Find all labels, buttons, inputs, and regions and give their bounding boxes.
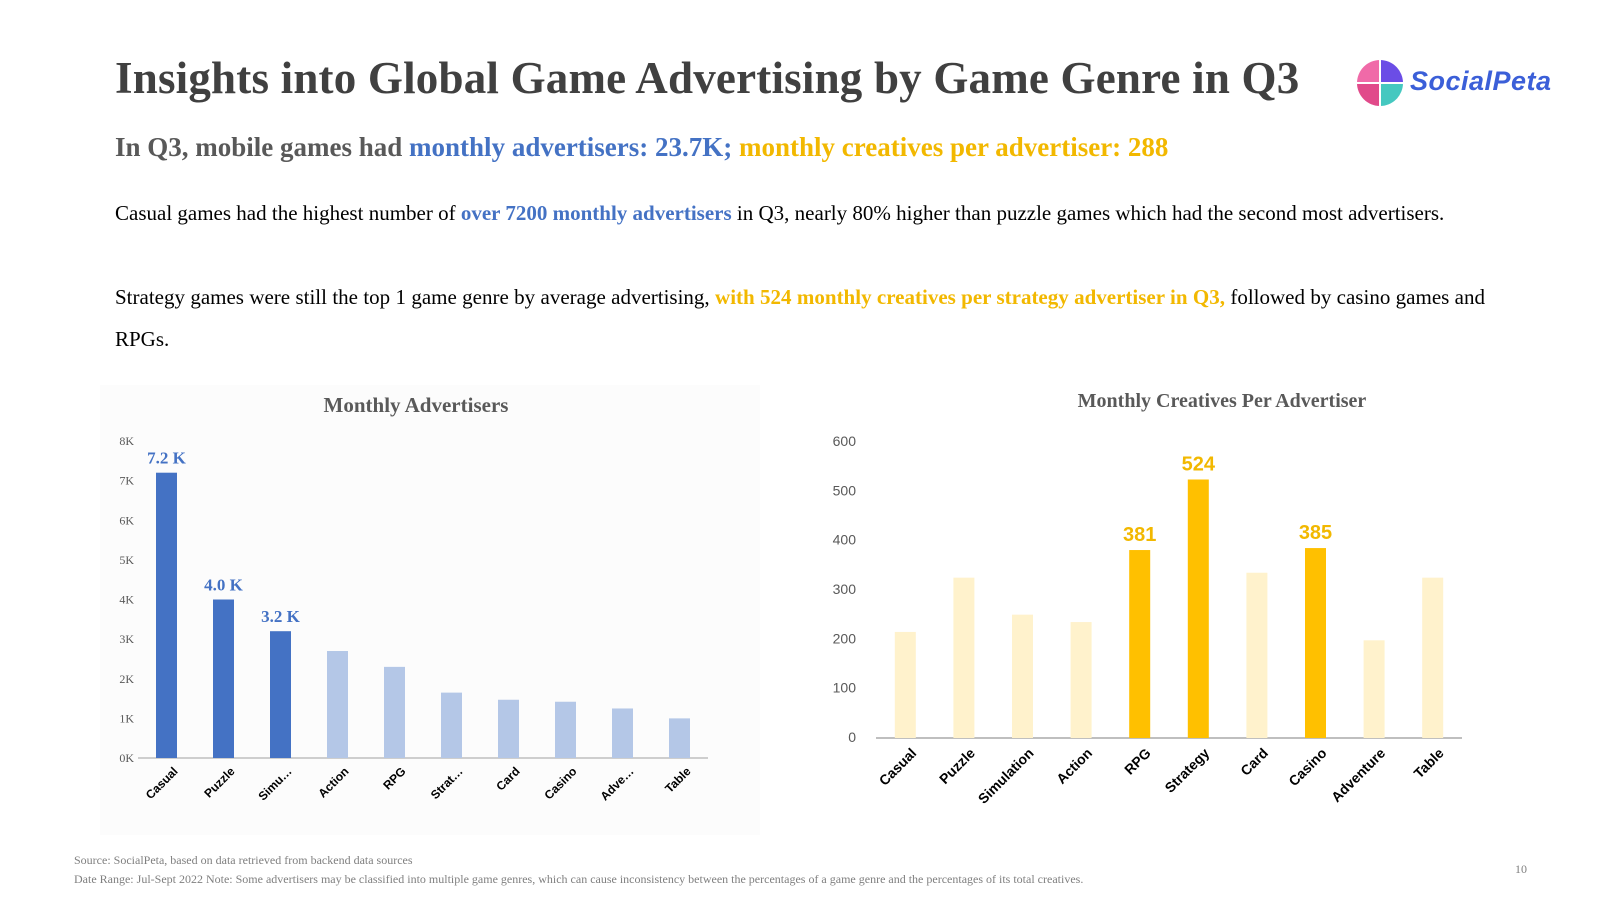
page-number: 10 — [1515, 862, 1527, 876]
x-tick-label: Adve… — [597, 764, 636, 803]
bar-simulation — [1012, 614, 1033, 738]
x-tick-label: Puzzle — [201, 764, 238, 801]
socialpeta-logo: SocialPeta — [1355, 58, 1551, 116]
x-tick-label: RPG — [1121, 745, 1154, 778]
bar-casino — [555, 701, 576, 758]
data-label: 385 — [1299, 522, 1332, 544]
footer-note: Date Range: Jul-Sept 2022 Note: Some adv… — [74, 872, 1084, 886]
bar-puzzle — [953, 577, 975, 738]
chart-title: Monthly Creatives Per Advertiser — [1078, 390, 1367, 412]
y-tick-label: 600 — [833, 433, 857, 449]
x-tick-label: Table — [1410, 745, 1447, 782]
y-tick-label: 200 — [833, 630, 857, 646]
bar-adve — [612, 708, 633, 758]
x-tick-label: Puzzle — [936, 745, 978, 787]
bar-casual — [156, 472, 177, 758]
page-title: Insights into Global Game Advertising by… — [115, 53, 1300, 103]
y-tick-label: 7K — [119, 474, 134, 488]
data-label: 3.2 K — [261, 607, 301, 626]
x-tick-label: Card — [1237, 745, 1271, 779]
data-label: 4.0 K — [204, 576, 244, 595]
data-label: 7.2 K — [147, 449, 187, 468]
y-tick-label: 8K — [119, 434, 134, 448]
x-tick-label: Action — [1053, 745, 1095, 787]
p2-highlight: with 524 monthly creatives per strategy … — [715, 285, 1225, 309]
bar-table — [1422, 577, 1444, 738]
x-tick-label: Strat… — [428, 764, 466, 802]
x-tick-label: RPG — [380, 764, 408, 792]
y-tick-label: 2K — [119, 672, 134, 686]
bar-rpg — [384, 666, 405, 758]
logo-text: SocialPeta — [1410, 66, 1552, 96]
p2-text-a: Strategy games were still the top 1 game… — [115, 285, 716, 309]
y-tick-label: 400 — [833, 532, 857, 548]
x-tick-label: Table — [662, 764, 694, 796]
subtitle-part1: In Q3, mobile games had — [115, 132, 410, 162]
y-tick-label: 6K — [119, 513, 134, 527]
p2-text-c: followed by casino games and RPGs. — [115, 285, 1485, 351]
bar-adventure — [1363, 640, 1385, 738]
y-tick-label: 3K — [119, 632, 134, 646]
y-tick-label: 5K — [119, 553, 134, 567]
subtitle-advertisers: monthly advertisers: 23.7K; — [409, 132, 733, 162]
monthly-creatives-chart: Monthly Creatives Per Advertiser 0 100 200 3… — [820, 385, 1510, 835]
y-tick-label: 300 — [833, 581, 857, 597]
data-label: 381 — [1123, 524, 1156, 546]
p1-text-a: Casual games had the highest number of — [115, 201, 461, 225]
bar-casino — [1305, 548, 1326, 738]
bar-action — [327, 651, 348, 758]
x-tick-label: Action — [315, 764, 351, 800]
bar-card — [1246, 572, 1268, 738]
bar-card — [498, 699, 519, 758]
subtitle-creatives: monthly creatives per advertiser: 288 — [732, 132, 1169, 162]
bar-table — [669, 718, 690, 758]
y-tick-label: 1K — [119, 711, 134, 725]
x-tick-label: Casino — [541, 764, 579, 802]
bar-rpg — [1129, 550, 1151, 738]
bar-action — [1070, 622, 1092, 738]
data-label: 524 — [1182, 453, 1216, 475]
bar-simu — [270, 631, 291, 758]
insight-paragraph-2: Strategy games were still the top 1 game… — [115, 276, 1485, 360]
bar-strat — [441, 692, 462, 758]
y-tick-label: 0 — [848, 729, 856, 745]
bar-casual — [894, 631, 916, 738]
logo-icon — [1357, 60, 1403, 106]
bar-strategy — [1187, 479, 1209, 738]
y-tick-label: 0K — [119, 751, 134, 765]
y-tick-label: 500 — [833, 482, 857, 498]
y-tick-label: 100 — [833, 680, 857, 696]
chart-title: Monthly Advertisers — [324, 393, 509, 417]
x-tick-label: Simu… — [255, 764, 294, 803]
x-tick-label: Casual — [876, 745, 920, 789]
x-tick-label: Casino — [1285, 745, 1329, 789]
x-tick-label: Casual — [143, 764, 181, 802]
x-tick-label: Simulation — [975, 745, 1037, 807]
p1-text-c: in Q3, nearly 80% higher than puzzle gam… — [731, 201, 1445, 225]
p1-highlight: over 7200 monthly advertisers — [460, 201, 732, 225]
footer-source: Source: SocialPeta, based on data retrie… — [74, 853, 413, 867]
x-tick-label: Adventure — [1328, 745, 1388, 805]
y-tick-label: 4K — [119, 593, 134, 607]
x-tick-label: Card — [493, 764, 522, 793]
monthly-advertisers-chart: Monthly Advertisers 0K 1K 2K 3K 4K 5K 6K 7K 8K 7.2… — [100, 385, 760, 835]
subtitle: In Q3, mobile games had monthly advertis… — [115, 132, 1168, 163]
bar-puzzle — [213, 599, 234, 758]
x-tick-label: Strategy — [1161, 745, 1212, 796]
insight-paragraph-1: Casual games had the highest number of o… — [115, 192, 1485, 234]
